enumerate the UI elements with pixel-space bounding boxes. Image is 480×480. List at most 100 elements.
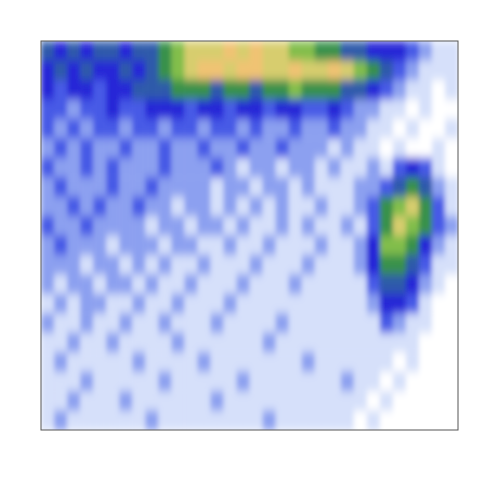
heat-cell bbox=[54, 333, 68, 353]
heat-cell bbox=[158, 313, 172, 333]
heat-cell bbox=[41, 41, 55, 61]
heat-cell bbox=[145, 119, 159, 139]
heat-cell bbox=[380, 216, 394, 236]
heat-cell bbox=[354, 411, 368, 430]
heat-cell bbox=[106, 313, 120, 333]
heat-cell bbox=[367, 60, 381, 80]
heat-cell bbox=[432, 80, 446, 100]
heat-cell bbox=[419, 99, 433, 119]
heat-cell bbox=[184, 255, 198, 275]
heat-cell bbox=[184, 99, 198, 119]
heat-cell bbox=[432, 313, 446, 333]
heat-cell bbox=[250, 119, 264, 139]
heat-cell bbox=[67, 41, 81, 61]
heat-cell bbox=[328, 138, 342, 158]
heat-cell bbox=[210, 372, 224, 392]
heat-cell bbox=[393, 41, 407, 61]
heat-cell bbox=[132, 138, 146, 158]
heat-cell bbox=[406, 216, 420, 236]
heat-cell bbox=[119, 138, 133, 158]
heat-cell bbox=[106, 138, 120, 158]
heat-cell bbox=[354, 119, 368, 139]
heat-cell bbox=[445, 391, 458, 411]
heat-cell bbox=[263, 99, 277, 119]
heat-cell bbox=[328, 411, 342, 430]
heat-cell bbox=[341, 41, 355, 61]
heat-cell bbox=[236, 352, 250, 372]
heat-cell bbox=[145, 216, 159, 236]
heat-cell bbox=[315, 255, 329, 275]
heat-cell bbox=[328, 158, 342, 178]
heat-cell bbox=[393, 294, 407, 314]
heat-cell bbox=[367, 41, 381, 61]
heat-cell bbox=[41, 411, 55, 430]
heat-cell bbox=[445, 99, 458, 119]
heat-cell bbox=[80, 411, 94, 430]
heat-cell bbox=[41, 236, 55, 256]
heat-cell bbox=[289, 80, 303, 100]
heat-cell bbox=[236, 119, 250, 139]
heat-cell bbox=[236, 41, 250, 61]
heat-cell bbox=[93, 119, 107, 139]
heat-cell bbox=[354, 391, 368, 411]
heat-cell bbox=[54, 391, 68, 411]
heat-cell bbox=[54, 60, 68, 80]
heat-cell bbox=[302, 177, 316, 197]
heat-cell bbox=[67, 197, 81, 217]
heat-cell bbox=[106, 197, 120, 217]
heat-cell bbox=[315, 313, 329, 333]
heat-cell bbox=[223, 333, 237, 353]
heat-cell bbox=[171, 177, 185, 197]
heat-cell bbox=[158, 255, 172, 275]
heat-cell bbox=[367, 216, 381, 236]
heat-cell bbox=[302, 99, 316, 119]
heat-cell bbox=[236, 197, 250, 217]
heat-cell bbox=[41, 274, 55, 294]
heat-cell bbox=[210, 294, 224, 314]
heat-cell bbox=[41, 177, 55, 197]
heat-cell bbox=[119, 255, 133, 275]
heat-cell bbox=[263, 119, 277, 139]
heat-cell bbox=[419, 352, 433, 372]
heat-cell bbox=[354, 333, 368, 353]
heat-cell bbox=[445, 411, 458, 430]
heat-cell bbox=[210, 391, 224, 411]
heat-cell bbox=[276, 372, 290, 392]
heat-cell bbox=[445, 60, 458, 80]
heat-cell bbox=[393, 177, 407, 197]
heat-cell bbox=[223, 80, 237, 100]
heat-cell bbox=[158, 99, 172, 119]
heat-cell bbox=[380, 411, 394, 430]
heat-cell bbox=[184, 391, 198, 411]
heat-cell bbox=[223, 41, 237, 61]
heat-cell bbox=[54, 274, 68, 294]
heat-cell bbox=[341, 80, 355, 100]
heat-cell bbox=[263, 236, 277, 256]
heat-cell bbox=[158, 236, 172, 256]
heat-cell bbox=[106, 352, 120, 372]
heat-cell bbox=[263, 197, 277, 217]
heat-cell bbox=[380, 158, 394, 178]
heat-cell bbox=[250, 352, 264, 372]
heat-cell bbox=[184, 333, 198, 353]
heat-cell bbox=[119, 391, 133, 411]
heat-cell bbox=[145, 138, 159, 158]
heat-cell bbox=[236, 60, 250, 80]
heat-cell bbox=[263, 294, 277, 314]
heat-cell bbox=[276, 294, 290, 314]
heat-cell bbox=[184, 411, 198, 430]
heat-cell bbox=[145, 333, 159, 353]
heat-cell bbox=[41, 158, 55, 178]
cell-layer bbox=[41, 41, 458, 430]
heat-cell bbox=[145, 313, 159, 333]
heat-cell bbox=[223, 294, 237, 314]
heat-cell bbox=[341, 99, 355, 119]
heat-cell bbox=[54, 158, 68, 178]
heat-cell bbox=[328, 60, 342, 80]
heat-cell bbox=[328, 274, 342, 294]
heat-cell bbox=[419, 177, 433, 197]
heat-cell bbox=[223, 255, 237, 275]
heat-cell bbox=[250, 255, 264, 275]
heat-cell bbox=[119, 411, 133, 430]
heat-cell bbox=[432, 197, 446, 217]
